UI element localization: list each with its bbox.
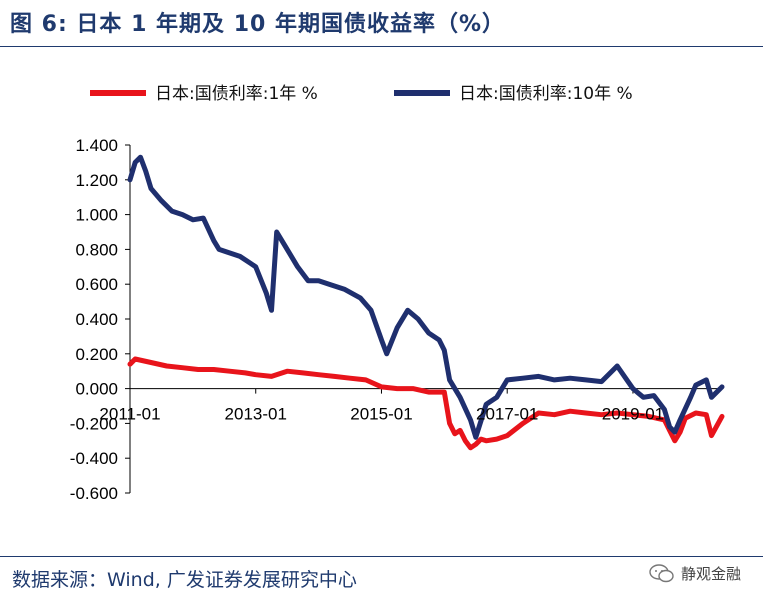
legend-label-1y: 日本:国债利率:1年 % — [155, 84, 318, 104]
x-tick-label: 2011-01 — [99, 405, 160, 424]
watermark-text: 静观金融 — [680, 565, 741, 583]
x-tick-label: 2013-01 — [225, 405, 287, 424]
y-tick-label: 0.400 — [75, 310, 118, 329]
legend: 日本:国债利率:1年 % 日本:国债利率:10年 % — [90, 84, 633, 104]
series-line-10y — [127, 154, 725, 440]
x-tick-labels: 2011-01 2013-01 2015-01 2017-01 2019-01 — [99, 405, 664, 424]
y-tick-label: 0.000 — [75, 380, 118, 399]
x-tick-label: 2019-01 — [602, 405, 664, 424]
y-tick-label: 1.000 — [75, 206, 118, 225]
y-tick-label: -0.200 — [70, 414, 118, 433]
axes — [125, 144, 722, 494]
line-chart: 日本:国债利率:1年 % 日本:国债利率:10年 % 1.400 1.200 1.0… — [70, 84, 725, 503]
y-tick-label: 1.200 — [75, 171, 118, 190]
series-line-1y — [127, 356, 725, 451]
y-tick-labels: 1.400 1.200 1.000 0.800 0.600 0.400 0.200 0.000… — [70, 136, 118, 503]
y-tick-label: -0.400 — [70, 449, 118, 468]
wechat-icon — [649, 563, 674, 582]
y-tick-label: 0.800 — [75, 240, 118, 259]
series-lines — [127, 154, 725, 451]
y-tick-label: 0.200 — [75, 345, 118, 364]
legend-label-10y: 日本:国债利率:10年 % — [459, 84, 633, 104]
source-note: 数据来源：Wind, 广发证券发展研究中心 — [12, 569, 357, 591]
title-divider — [0, 46, 763, 47]
x-tick-label: 2017-01 — [476, 405, 538, 424]
watermark: 静观金融 — [649, 563, 741, 584]
y-tick-label: 0.600 — [75, 275, 118, 294]
y-tick-label: 1.400 — [75, 136, 118, 155]
x-tick-label: 2015-01 — [350, 405, 412, 424]
y-tick-label: -0.600 — [70, 484, 118, 503]
figure-title: 图 6: 日本 1 年期及 10 年期国债收益率（%） — [10, 12, 506, 37]
footer-divider — [0, 556, 763, 557]
